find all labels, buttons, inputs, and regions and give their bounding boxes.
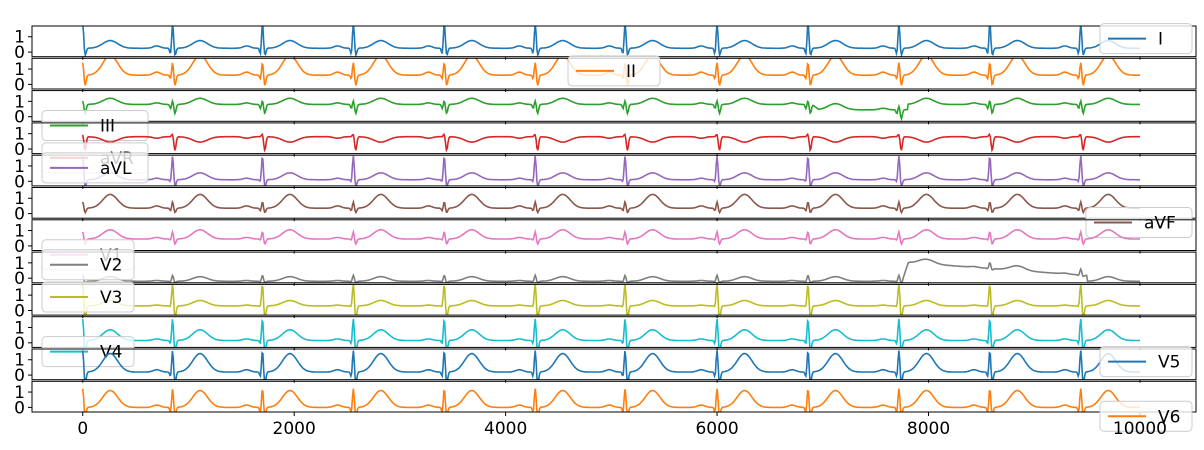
panel-frame bbox=[31, 348, 1197, 381]
y-tick-label: 1 bbox=[14, 157, 25, 177]
lead-panel-aVL: 01 bbox=[14, 154, 1197, 192]
y-tick-label: 0 bbox=[14, 398, 25, 418]
legend-box bbox=[41, 110, 149, 142]
x-tick-label: 4000 bbox=[484, 419, 527, 439]
legend-II: II bbox=[567, 55, 661, 87]
y-tick-label: 0 bbox=[14, 366, 25, 386]
lead-panel-V2: 01 bbox=[14, 251, 1197, 289]
y-tick-label: 0 bbox=[14, 140, 25, 160]
legend-V5: V5 bbox=[1099, 346, 1193, 378]
panel-frame bbox=[31, 316, 1197, 348]
legend-label: V5 bbox=[1158, 353, 1180, 373]
x-tick-label: 2000 bbox=[273, 419, 316, 439]
legend-label: III bbox=[100, 117, 115, 137]
y-tick-label: 1 bbox=[14, 383, 25, 403]
y-tick-label: 0 bbox=[14, 75, 25, 95]
panel-frame bbox=[31, 154, 1197, 187]
lead-trace-V2 bbox=[81, 258, 1140, 283]
panel-frame bbox=[31, 187, 1197, 219]
legend-V3: V3 bbox=[41, 281, 135, 313]
legend-box bbox=[41, 152, 149, 184]
lead-panel-V4: 01 bbox=[14, 316, 1197, 354]
lead-panel-V1: 01 bbox=[14, 219, 1197, 257]
y-tick-label: 1 bbox=[14, 286, 25, 306]
lead-trace-V3 bbox=[81, 284, 1140, 316]
y-tick-label: 1 bbox=[14, 222, 25, 242]
legend-label: V2 bbox=[100, 256, 122, 276]
lead-trace-V5 bbox=[81, 350, 1140, 380]
legend-V6: V6 bbox=[1099, 400, 1193, 432]
legend-V2: V2 bbox=[41, 249, 135, 281]
panel-frame bbox=[31, 251, 1197, 284]
y-tick-label: 1 bbox=[14, 254, 25, 274]
lead-panel-aVR: 01 bbox=[14, 122, 1197, 160]
legend-label: aVF bbox=[1144, 213, 1176, 233]
y-tick-label: 0 bbox=[14, 237, 25, 257]
legend-label: V3 bbox=[100, 288, 122, 308]
lead-panel-V3: 01 bbox=[14, 283, 1197, 321]
x-tick-label: 10000 bbox=[1113, 419, 1167, 439]
legend-III: III bbox=[41, 110, 149, 142]
legend-aVF: aVF bbox=[1085, 206, 1193, 238]
y-tick-label: 1 bbox=[14, 125, 25, 145]
legend-aVL: aVL bbox=[41, 152, 149, 184]
legend-label: II bbox=[626, 62, 636, 82]
y-tick-label: 0 bbox=[14, 334, 25, 354]
lead-trace-aVR bbox=[81, 132, 1140, 153]
lead-trace-I bbox=[82, 26, 1140, 57]
lead-panel-V6: 01 bbox=[14, 380, 1197, 418]
legend-box bbox=[1085, 206, 1193, 238]
panel-frame bbox=[31, 283, 1197, 316]
lead-trace-V1 bbox=[81, 228, 1140, 247]
lead-panel-aVF: 01 bbox=[14, 187, 1197, 225]
y-tick-label: 0 bbox=[14, 172, 25, 192]
y-tick-label: 1 bbox=[14, 28, 25, 48]
legend-label: aVL bbox=[100, 159, 132, 179]
legend-I: I bbox=[1099, 23, 1193, 55]
panel-frame bbox=[31, 122, 1197, 155]
legend-label: V6 bbox=[1158, 407, 1180, 427]
y-tick-label: 1 bbox=[14, 318, 25, 338]
panel-frame bbox=[31, 380, 1197, 413]
x-tick-label: 8000 bbox=[907, 419, 950, 439]
lead-panel-III: 01 bbox=[14, 90, 1197, 128]
panel-frame bbox=[31, 90, 1197, 122]
y-tick-label: 0 bbox=[14, 108, 25, 128]
lead-trace-aVL bbox=[81, 156, 1140, 186]
lead-trace-V6 bbox=[81, 388, 1140, 412]
y-tick-label: 1 bbox=[14, 92, 25, 112]
y-tick-label: 0 bbox=[14, 43, 25, 63]
y-tick-label: 1 bbox=[14, 60, 25, 80]
legend-V4: V4 bbox=[41, 336, 135, 368]
lead-trace-aVF bbox=[81, 193, 1140, 215]
y-tick-label: 0 bbox=[14, 205, 25, 225]
panel-frame bbox=[31, 219, 1197, 252]
lead-panel-V5: 01 bbox=[14, 348, 1197, 386]
lead-trace-III bbox=[81, 97, 1140, 122]
y-tick-label: 0 bbox=[14, 269, 25, 289]
x-tick-label: 6000 bbox=[695, 419, 738, 439]
y-tick-label: 1 bbox=[14, 189, 25, 209]
y-tick-label: 1 bbox=[14, 351, 25, 371]
y-tick-label: 0 bbox=[14, 301, 25, 321]
legend-label: I bbox=[1158, 30, 1163, 50]
lead-trace-V4 bbox=[81, 318, 1140, 348]
x-tick-label: 0 bbox=[77, 419, 88, 439]
